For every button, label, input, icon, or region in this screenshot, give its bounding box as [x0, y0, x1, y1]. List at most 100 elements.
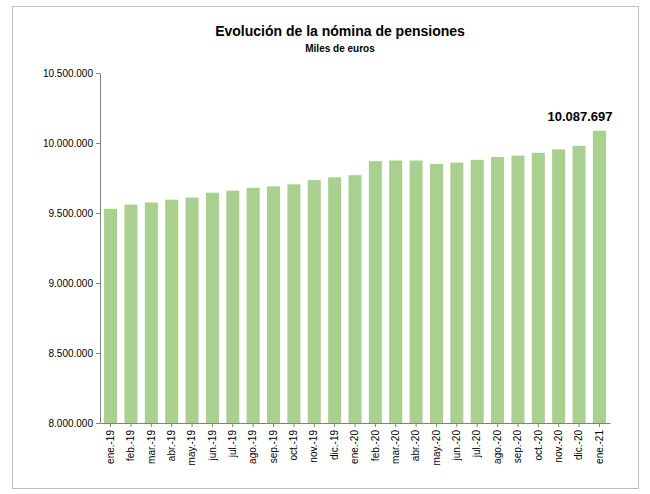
data-labels: 10.087.697: [547, 109, 612, 124]
x-tick-mark: [334, 423, 335, 427]
x-tick-mark: [395, 423, 396, 427]
bar: [410, 161, 423, 424]
x-tick-label: oct.-19: [288, 430, 299, 461]
x-tick: abr.-19: [166, 423, 177, 461]
x-axis: ene.-19 feb.-19 mar.-19 abr.-19 may.-19 jun.-…: [101, 423, 611, 465]
y-tick: 9.500.000: [49, 208, 101, 219]
x-tick-mark: [416, 423, 417, 427]
x-tick-label: ene.-19: [105, 430, 116, 464]
bar: [389, 161, 402, 424]
x-tick-label: ene.-20: [349, 430, 360, 464]
x-tick: dic.-20: [573, 423, 584, 460]
y-axis: 8.000.000 8.500.000 9.000.000 9.500.000 10.0…: [43, 68, 101, 429]
x-tick-mark: [192, 423, 193, 427]
x-tick-label: nov.-20: [553, 430, 564, 463]
x-tick-mark: [314, 423, 315, 427]
chart: Evolución de la nómina de pensiones Miles…: [0, 0, 650, 494]
y-tick: 9.000.000: [49, 278, 101, 289]
x-tick-mark: [436, 423, 437, 427]
x-tick-mark: [477, 423, 478, 427]
x-tick-mark: [375, 423, 376, 427]
x-tick-mark: [171, 423, 172, 427]
x-tick-label: jun.-20: [451, 430, 462, 462]
x-tick-label: nov.-19: [308, 430, 319, 463]
x-tick: jul.-19: [227, 423, 238, 458]
bar: [573, 146, 586, 423]
x-tick-label: dic.-19: [329, 430, 340, 460]
x-tick: dic.-19: [329, 423, 340, 460]
x-tick-label: ago.-20: [492, 430, 503, 464]
y-tick-mark: [96, 143, 100, 144]
bar: [471, 160, 484, 423]
data-label: 10.087.697: [547, 109, 612, 124]
bar: [511, 156, 524, 423]
x-tick: jun.-20: [451, 423, 462, 462]
x-tick-label: ene.-21: [594, 430, 605, 464]
bar: [287, 184, 300, 423]
bar: [186, 198, 199, 423]
y-tick-mark: [96, 213, 100, 214]
x-tick-label: jul.-20: [471, 430, 482, 459]
x-tick-label: jun.-19: [207, 430, 218, 462]
subtitle: Miles de euros: [305, 43, 375, 54]
bar: [145, 203, 158, 424]
x-tick-mark: [130, 423, 131, 427]
x-tick-mark: [579, 423, 580, 427]
bar: [165, 200, 178, 423]
x-tick: ene.-20: [349, 423, 360, 464]
x-tick: jul.-20: [471, 423, 482, 458]
y-tick-label: 8.500.000: [49, 348, 94, 359]
y-tick-label: 10.000.000: [43, 138, 93, 149]
title: Evolución de la nómina de pensiones: [215, 23, 465, 39]
x-tick-mark: [293, 423, 294, 427]
x-tick-label: jul.-19: [227, 430, 238, 459]
x-tick: oct.-20: [533, 423, 544, 461]
bar: [247, 188, 260, 423]
bar: [267, 186, 280, 423]
bar: [450, 163, 463, 423]
x-tick: nov.-19: [308, 423, 319, 463]
bar: [328, 177, 341, 423]
x-tick-label: feb.-19: [125, 430, 136, 462]
x-tick-label: sep.-20: [512, 430, 523, 464]
x-tick: ago.-19: [247, 423, 258, 464]
chart-frame: [13, 7, 639, 489]
x-tick: sep.-19: [268, 423, 279, 463]
x-tick: mar.-19: [146, 423, 157, 464]
y-tick-label: 8.000.000: [49, 418, 94, 429]
x-tick-label: oct.-20: [533, 430, 544, 461]
x-tick: mar.-20: [390, 423, 401, 464]
x-tick-label: feb.-20: [370, 430, 381, 462]
x-tick-mark: [599, 423, 600, 427]
y-axis-line: [100, 74, 101, 424]
y-tick-mark: [96, 73, 100, 74]
x-tick-mark: [151, 423, 152, 427]
x-tick-mark: [110, 423, 111, 427]
bar: [104, 209, 117, 423]
y-tick-mark: [96, 283, 100, 284]
x-tick-mark: [355, 423, 356, 427]
x-tick: may.-19: [186, 423, 197, 465]
x-tick: nov.-20: [553, 423, 564, 463]
x-tick-mark: [212, 423, 213, 427]
x-tick-mark: [273, 423, 274, 427]
x-tick-mark: [232, 423, 233, 427]
y-tick: 8.000.000: [49, 418, 101, 429]
x-tick-label: mar.-19: [146, 430, 157, 464]
y-tick: 10.000.000: [43, 138, 100, 149]
x-tick-mark: [558, 423, 559, 427]
bar: [593, 131, 606, 423]
x-tick-label: may.-20: [431, 430, 442, 466]
y-tick-label: 9.000.000: [49, 278, 94, 289]
x-tick-mark: [517, 423, 518, 427]
x-tick: feb.-20: [370, 423, 381, 461]
x-tick-label: mar.-20: [390, 430, 401, 464]
x-tick: ene.-19: [105, 423, 116, 464]
bar: [226, 191, 239, 423]
x-tick: feb.-19: [125, 423, 136, 461]
y-tick-label: 10.500.000: [43, 68, 93, 79]
y-tick: 8.500.000: [49, 348, 101, 359]
x-tick: ago.-20: [492, 423, 503, 464]
bar: [430, 164, 443, 423]
x-tick-mark: [456, 423, 457, 427]
